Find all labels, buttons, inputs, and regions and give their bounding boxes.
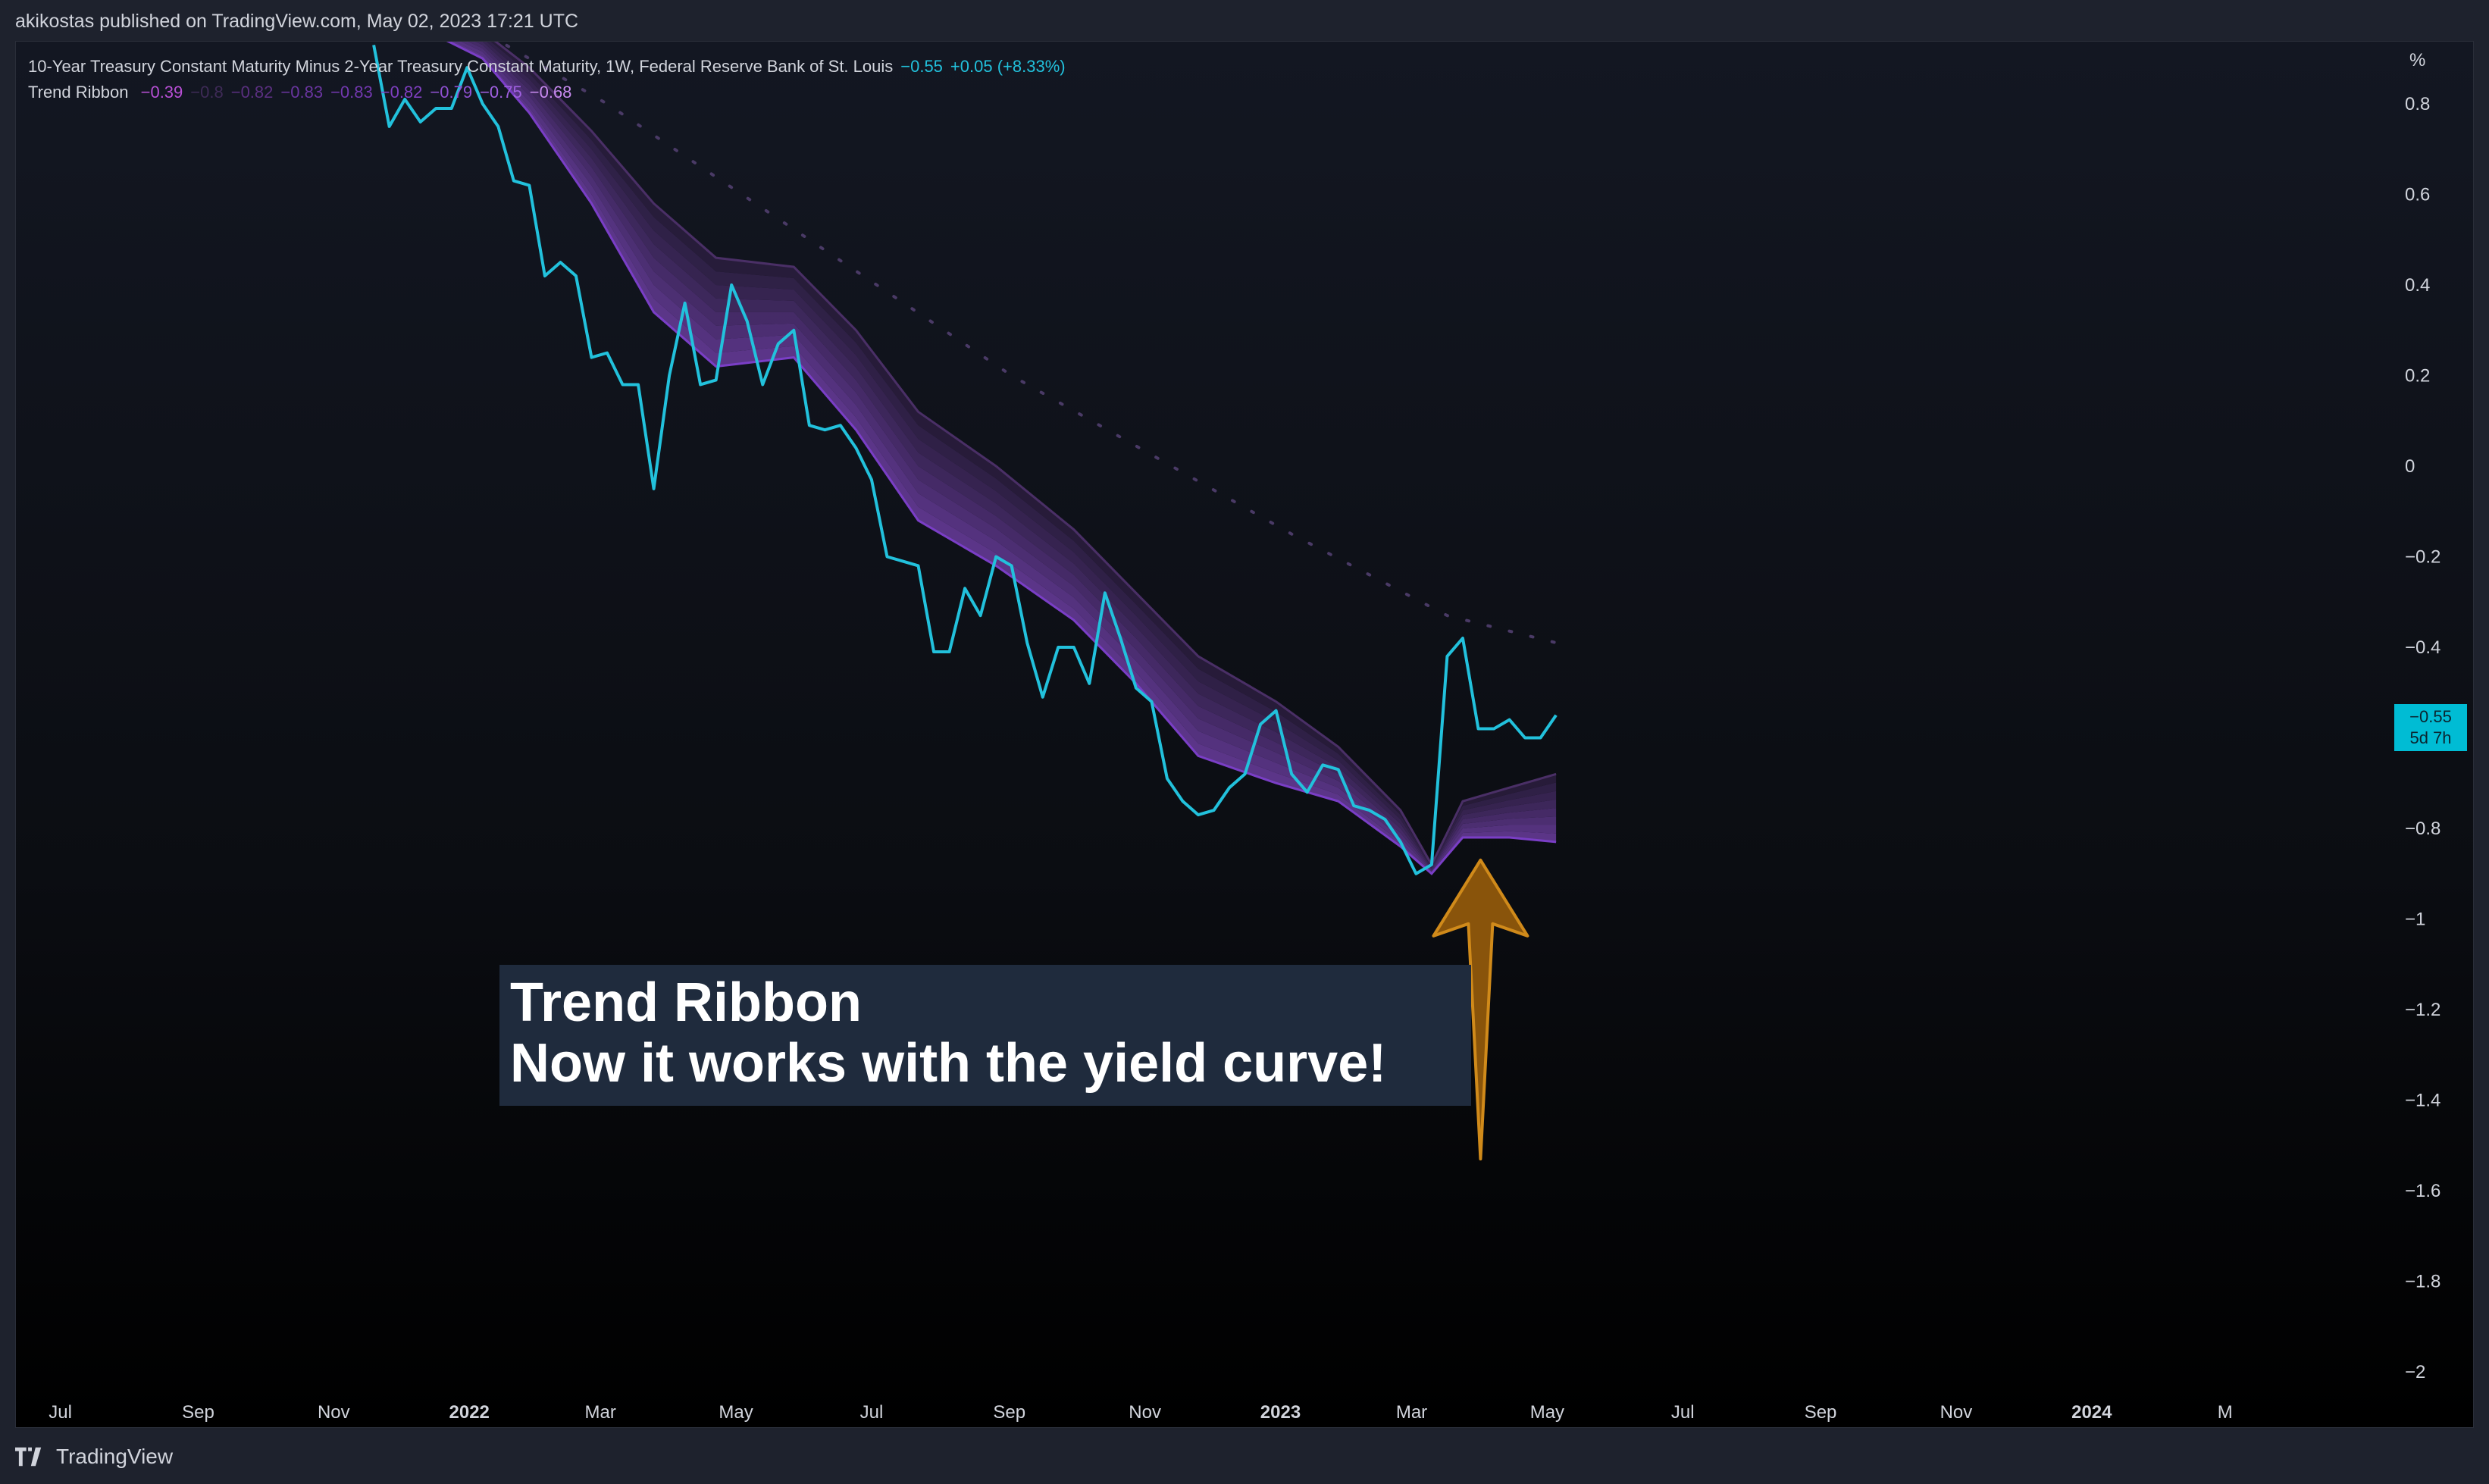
- y-tick-label: 0.8: [2405, 94, 2430, 114]
- x-tick-label: May: [719, 1402, 753, 1423]
- y-tick-label: −1.8: [2405, 1272, 2440, 1292]
- series-change: +0.05 (+8.33%): [950, 57, 1066, 76]
- series-last-value: −0.55: [900, 57, 943, 76]
- ribbon-value-3: −0.82: [230, 83, 274, 102]
- tradingview-brand[interactable]: TradingView: [15, 1445, 173, 1469]
- ribbon-value-2: −0.8: [190, 83, 224, 102]
- ribbon-value-4: −0.83: [280, 83, 324, 102]
- chart-panel[interactable]: 0.80.60.40.20−0.2−0.4−0.6−0.8−1−1.2−1.4−…: [15, 41, 2474, 1428]
- series-title: 10-Year Treasury Constant Maturity Minus…: [28, 57, 894, 76]
- y-tick-label: 0.6: [2405, 185, 2430, 205]
- x-tick-label: Jul: [49, 1402, 72, 1423]
- x-tick-label: Jul: [860, 1402, 884, 1423]
- footer-bar: TradingView: [0, 1428, 2489, 1484]
- ribbon-value-6: −0.82: [380, 83, 423, 102]
- ribbon-value-9: −0.68: [529, 83, 572, 102]
- ribbon-band-8: [490, 42, 1557, 866]
- x-tick-label: May: [1530, 1402, 1564, 1423]
- top-bar: akikostas published on TradingView.com, …: [0, 0, 2489, 41]
- y-tick-label: −1.6: [2405, 1181, 2440, 1201]
- y-tick-label: −1.4: [2405, 1091, 2440, 1111]
- chart-legend: 10-Year Treasury Constant Maturity Minus…: [28, 54, 1066, 105]
- yield-curve-line: [372, 44, 1558, 875]
- x-tick-label: 2023: [1260, 1402, 1301, 1423]
- x-tick-label: Nov: [1129, 1402, 1161, 1423]
- ribbon-upper-edge: [493, 42, 1557, 867]
- x-tick-label: Sep: [993, 1402, 1025, 1423]
- y-tick-label: −1: [2405, 909, 2425, 930]
- y-tick-label: −0.2: [2405, 547, 2440, 568]
- series-legend-row: 10-Year Treasury Constant Maturity Minus…: [28, 54, 1066, 80]
- ribbon-value-1: −0.39: [140, 83, 183, 102]
- published-by-text: akikostas published on TradingView.com, …: [15, 11, 579, 32]
- annotation-arrow: [1432, 858, 1529, 1161]
- x-tick-label: Mar: [1396, 1402, 1427, 1423]
- y-tick-label: 0: [2405, 456, 2415, 477]
- y-tick-label: −2: [2405, 1362, 2425, 1382]
- x-tick-label: 2022: [449, 1402, 490, 1423]
- dotted-trend-line: [497, 42, 1558, 645]
- x-tick-label: Nov: [1940, 1402, 1973, 1423]
- x-tick-label: Sep: [1805, 1402, 1837, 1423]
- tradingview-logo-icon: [15, 1447, 42, 1467]
- last-price-tag: −0.55 5d 7h: [2394, 704, 2467, 751]
- chart-canvas[interactable]: 0.80.60.40.20−0.2−0.4−0.6−0.8−1−1.2−1.4−…: [16, 42, 2474, 1428]
- y-axis-unit: %: [2409, 50, 2425, 70]
- annotation-line-1: Trend Ribbon: [510, 972, 862, 1033]
- ribbon-value-7: −0.79: [430, 83, 473, 102]
- x-tick-label: Nov: [318, 1402, 350, 1423]
- last-price-value: −0.55: [2409, 707, 2452, 726]
- x-tick-label: M: [2218, 1402, 2233, 1423]
- annotation-box[interactable]: Trend Ribbon Now it works with the yield…: [499, 965, 1471, 1106]
- brand-name: TradingView: [56, 1445, 174, 1468]
- x-tick-label: Sep: [182, 1402, 214, 1423]
- y-tick-label: 0.2: [2405, 366, 2430, 387]
- ribbon-label: Trend Ribbon: [28, 83, 129, 102]
- ribbon-legend-row: Trend Ribbon −0.39 −0.8 −0.82 −0.83 −0.83 −0.…: [28, 80, 1066, 105]
- ribbon-value-8: −0.75: [480, 83, 522, 102]
- y-tick-label: 0.4: [2405, 275, 2430, 296]
- y-tick-label: −0.8: [2405, 819, 2440, 839]
- bar-countdown: 5d 7h: [2409, 728, 2452, 747]
- y-tick-label: −0.4: [2405, 637, 2440, 658]
- ribbon-value-5: −0.83: [330, 83, 373, 102]
- y-tick-label: −1.2: [2405, 1000, 2440, 1020]
- x-tick-label: Jul: [1671, 1402, 1695, 1423]
- annotation-line-2: Now it works with the yield curve!: [510, 1033, 1387, 1094]
- x-tick-label: 2024: [2071, 1402, 2112, 1423]
- x-tick-label: Mar: [585, 1402, 616, 1423]
